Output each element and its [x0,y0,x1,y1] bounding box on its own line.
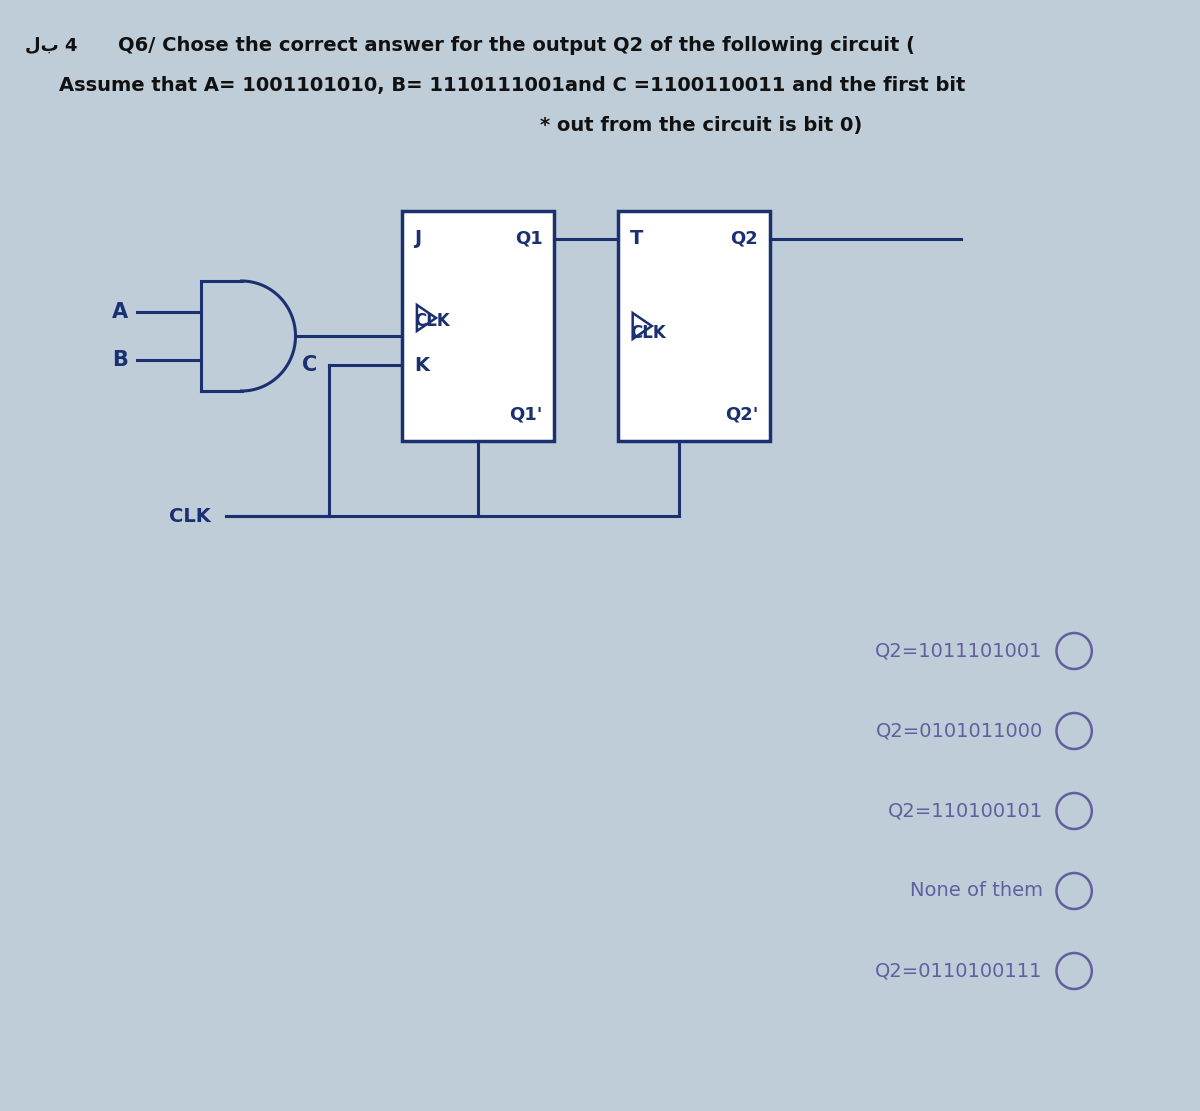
Text: Q1': Q1' [509,406,542,423]
Text: J: J [414,229,421,248]
Text: * out from the circuit is bit 0): * out from the circuit is bit 0) [540,116,862,136]
Text: Q2: Q2 [731,229,758,247]
Text: Assume that A= 1001101010, B= 1110111001and C =1100110011 and the first bit: Assume that A= 1001101010, B= 1110111001… [59,76,965,96]
Text: CLK: CLK [169,507,211,526]
FancyBboxPatch shape [618,211,770,441]
Text: Q6/ Chose the correct answer for the output Q2 of the following circuit (: Q6/ Chose the correct answer for the out… [118,36,914,56]
Text: K: K [414,356,428,374]
Text: B: B [112,350,127,370]
Text: C: C [301,356,317,376]
Text: Q2': Q2' [725,406,758,423]
Text: Q2=110100101: Q2=110100101 [888,801,1043,821]
Text: T: T [630,229,643,248]
Text: Q2=1011101001: Q2=1011101001 [875,641,1043,661]
Text: Q2=0110100111: Q2=0110100111 [875,961,1043,981]
Text: CLK: CLK [630,324,666,342]
Text: لب 4: لب 4 [24,36,77,54]
Text: CLK: CLK [414,312,450,330]
Text: Q1: Q1 [515,229,542,247]
Text: None of them: None of them [910,881,1043,901]
Text: Q2=0101011000: Q2=0101011000 [876,721,1043,741]
Text: A: A [112,302,127,322]
FancyBboxPatch shape [402,211,554,441]
